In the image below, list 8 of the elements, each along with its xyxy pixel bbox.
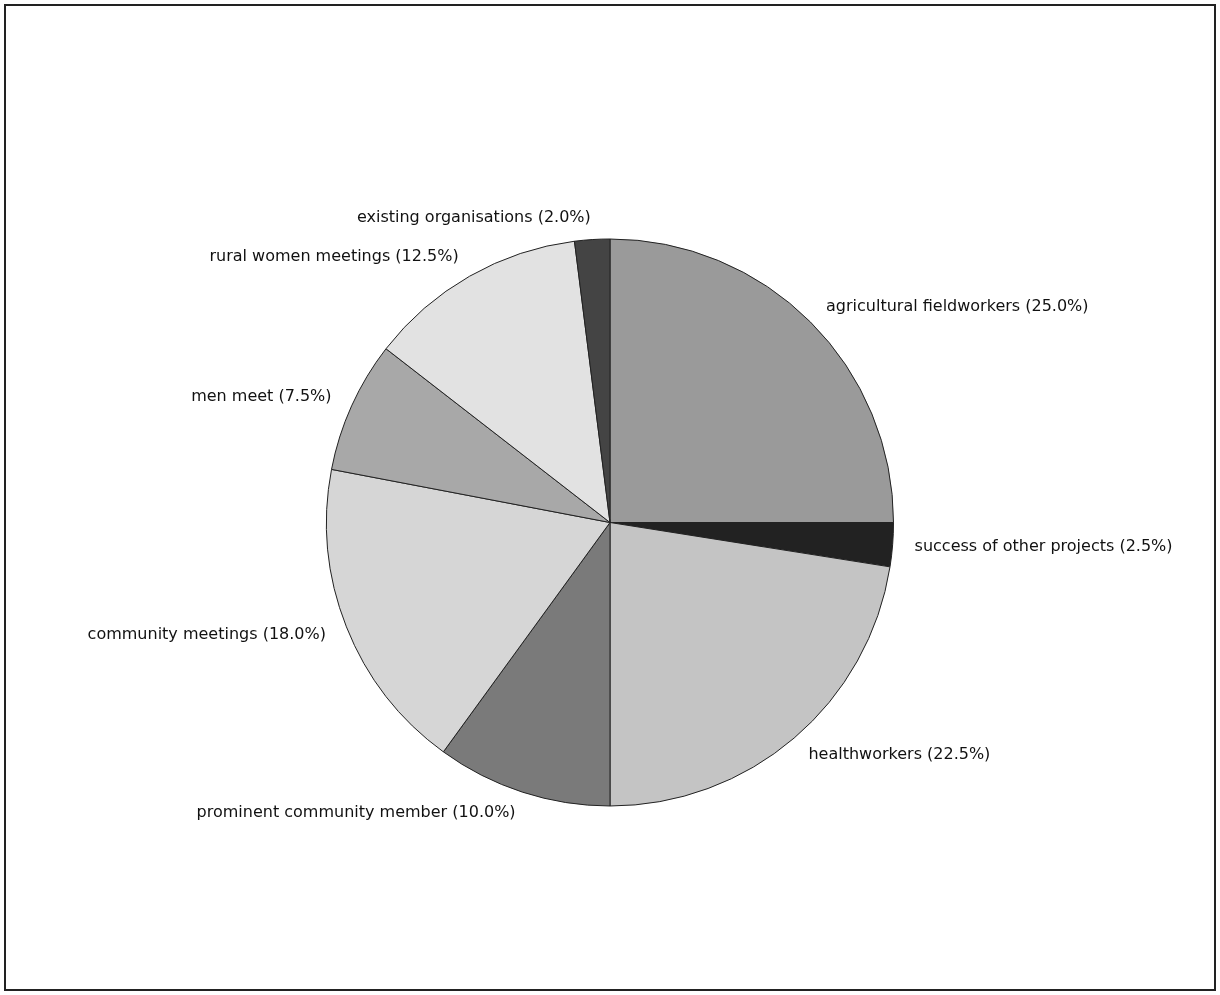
slice-label: prominent community member (10.0%): [196, 802, 516, 822]
slice-label: community meetings (18.0%): [87, 624, 326, 644]
slice-label: success of other projects (2.5%): [914, 535, 1173, 555]
slice-label: existing organisations (2.0%): [356, 206, 591, 226]
slice-label: men meet (7.5%): [191, 385, 332, 405]
slice-label: agricultural fieldworkers (25.0%): [826, 295, 1089, 315]
slice-label: healthworkers (22.5%): [808, 743, 991, 763]
slice-label: rural women meetings (12.5%): [209, 246, 459, 266]
